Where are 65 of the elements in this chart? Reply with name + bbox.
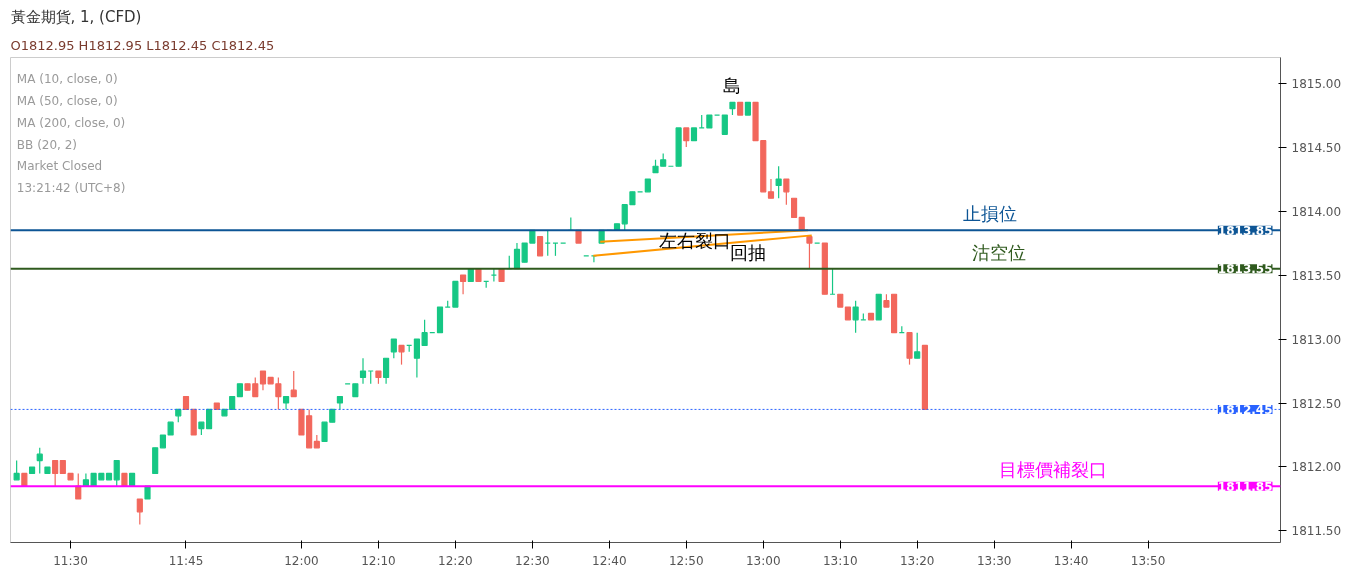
candlestick: [806, 236, 813, 270]
x-tick-label: 12:40: [592, 553, 627, 568]
candlestick: [359, 357, 367, 385]
annotation: 13:21:42 (UTC+8): [16, 181, 126, 196]
y-tick-label: 1812.50: [1291, 396, 1342, 411]
x-tick-label: 13:50: [1130, 553, 1166, 568]
candlestick: [536, 236, 544, 257]
candlestick: [775, 165, 782, 199]
candlestick: [914, 332, 921, 359]
candlestick: [783, 178, 790, 206]
candlestick: [521, 242, 528, 263]
annotation: 回抽: [730, 241, 767, 263]
x-tick-label: 13:20: [899, 553, 935, 568]
candlestick: [136, 498, 143, 526]
y-tick-label: 1811.50: [1291, 524, 1342, 539]
chart-subtitle: O1812.95 H1812.95 L1812.45 C1812.45: [10, 37, 275, 53]
chart-title: 黃金期貨, 1, (CFD): [10, 7, 142, 26]
candlestick: [721, 114, 728, 135]
candlestick: [275, 376, 282, 411]
candlestick: [390, 338, 397, 359]
candlestick: [259, 370, 267, 391]
candlestick: [852, 300, 859, 334]
x-tick-label: 12:00: [284, 553, 319, 568]
ref-line-label: 1811.85: [1217, 479, 1273, 494]
annotation: Market Closed: [16, 159, 103, 174]
candlestick: [290, 370, 297, 398]
annotation: MA (200, close, 0): [16, 115, 126, 130]
candlestick: [75, 472, 82, 500]
annotation: 目標價補裂口: [998, 459, 1107, 481]
candlestick: [767, 178, 775, 199]
x-tick-label: 12:50: [668, 553, 704, 568]
x-tick-label: 11:45: [168, 553, 204, 568]
x-tick-label: 13:30: [976, 553, 1012, 568]
candlestick: [459, 274, 467, 295]
candlestick: [113, 460, 120, 487]
x-tick-label: 13:10: [822, 553, 858, 568]
candlestick: [398, 344, 405, 366]
x-tick-label: 13:00: [745, 553, 781, 568]
y-tick-label: 1814.00: [1291, 204, 1342, 219]
candlestick: [790, 197, 798, 219]
y-tick-label: 1814.50: [1291, 140, 1342, 155]
annotation: BB (20, 2): [16, 137, 78, 152]
ref-line-label: 1813.85: [1217, 223, 1273, 238]
y-tick-label: 1813.00: [1291, 332, 1342, 347]
annotation: 沽空位: [971, 241, 1026, 263]
x-tick-label: 11:30: [53, 553, 88, 568]
annotation: MA (50, close, 0): [16, 93, 118, 108]
y-tick-label: 1812.00: [1291, 460, 1342, 475]
x-tick-label: 12:30: [515, 553, 550, 568]
candlestick: [683, 127, 690, 148]
y-tick-label: 1815.00: [1291, 76, 1342, 91]
x-tick-label: 13:40: [1053, 553, 1089, 568]
candlestick: [52, 460, 59, 487]
candlestick: [36, 447, 43, 474]
candlestick: [13, 460, 20, 481]
y-tick-label: 1813.50: [1291, 268, 1342, 283]
candlestick: [383, 357, 390, 385]
x-tick-label: 12:20: [438, 553, 473, 568]
annotation: MA (10, close, 0): [16, 72, 118, 87]
annotation: 止損位: [962, 203, 1017, 225]
x-tick-label: 12:10: [361, 553, 396, 568]
ref-line-label: 1812.45: [1217, 402, 1273, 417]
ref-line-label: 1813.55: [1217, 262, 1273, 277]
annotation: 島: [723, 75, 742, 97]
candlestick: [513, 242, 521, 270]
